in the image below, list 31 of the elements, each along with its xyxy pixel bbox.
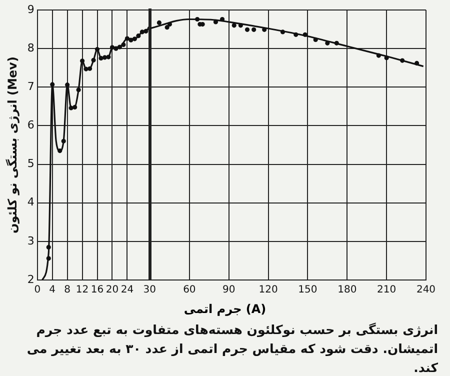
y-axis-title: انرژی بستگی نو کلئون (Mev) [5,56,20,234]
y-tick-label: 6 [27,118,34,132]
x-tick-label: 90 [222,284,236,296]
x-tick-label: 12 [76,284,89,296]
y-tick-label: 8 [27,41,34,54]
x-tick-label: 24 [120,284,134,296]
point [232,23,236,28]
y-tick-label: 4 [27,196,34,209]
y-tick-label: 5 [27,157,34,170]
x-tick-label: 210 [377,284,396,296]
x-tick-label: 8 [64,284,71,296]
x-tick-label: 120 [258,284,278,296]
y-tick-label: 2 [27,272,34,286]
x-tick-label: 20 [106,284,119,296]
point [252,27,256,32]
x-tick-label: 180 [338,284,357,296]
y-tick-label: 7 [27,80,34,93]
x-tick-label: 16 [90,284,104,296]
x-tick-label: 150 [298,284,318,296]
point [156,20,162,26]
x-axis-title: جرم اتمی (A) [182,302,268,316]
x-tick-label: 60 [183,284,196,296]
y-tick-label: 3 [27,234,34,248]
x-tick-label: 240 [416,284,436,296]
text: انرژی بستگی بر حسب نوکلئون هسته‌های متفاوت به تبع عدد جرم اتمیشان. دقت شود که مقیاس جرم اتمی از عدد ۳۰ به بعد تغییر می کند. [26,321,439,376]
x-tick-label: 4 [49,284,56,296]
x-tick-label: 0 [34,284,41,296]
point [244,27,250,32]
x-tick-label: 30 [143,284,156,296]
y-tick-label: 9 [27,2,34,16]
point [164,25,170,30]
